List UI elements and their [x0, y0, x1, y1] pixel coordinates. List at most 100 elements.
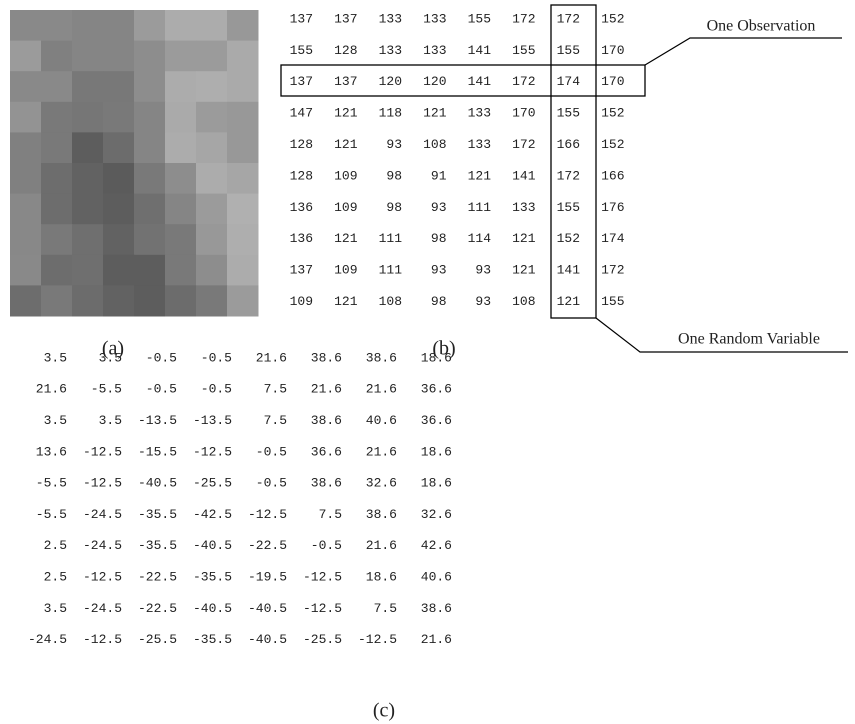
matrix-cell: 155: [557, 200, 580, 215]
matrix-cell: 166: [557, 137, 580, 152]
matrix-cell: -35.5: [193, 570, 232, 585]
pixel: [103, 101, 135, 133]
pixel: [10, 10, 42, 42]
pixel: [196, 132, 228, 164]
matrix-cell: -35.5: [193, 632, 232, 647]
matrix-cell: -0.5: [201, 350, 232, 365]
pixel: [227, 40, 259, 72]
matrix-cell: -13.5: [138, 413, 177, 428]
matrix-cell: 93: [386, 137, 402, 152]
matrix-cell: 36.6: [311, 444, 342, 459]
matrix-cell: 98: [386, 168, 402, 183]
pixel: [165, 10, 197, 42]
pixel: [103, 254, 135, 286]
matrix-cell: 109: [334, 200, 357, 215]
matrix-cell: 141: [468, 43, 492, 58]
pixel: [134, 224, 166, 256]
matrix-cell: 121: [512, 263, 536, 278]
pixel: [196, 193, 228, 225]
pixel: [134, 285, 166, 317]
matrix-cell: -0.5: [201, 382, 232, 397]
matrix-cell: 172: [512, 74, 535, 89]
pixel: [72, 163, 104, 195]
matrix-cell: -22.5: [138, 601, 177, 616]
panel-label: (c): [373, 700, 395, 722]
pixel: [227, 285, 259, 317]
pixel: [41, 193, 73, 225]
pixel: [134, 132, 166, 164]
matrix-cell: -12.5: [248, 507, 287, 522]
matrix-cell: 38.6: [311, 413, 342, 428]
matrix-cell: 36.6: [421, 382, 452, 397]
pixel: [10, 101, 42, 133]
matrix-cell: -0.5: [146, 382, 177, 397]
pixel: [10, 163, 42, 195]
matrix-cell: 137: [290, 11, 313, 26]
matrix-cell: 93: [475, 263, 491, 278]
pixel: [134, 193, 166, 225]
matrix-cell: 18.6: [421, 444, 452, 459]
matrix-cell: 152: [601, 137, 624, 152]
matrix-cell: 170: [601, 43, 624, 58]
matrix-cell: 133: [423, 43, 446, 58]
matrix-cell: 172: [601, 263, 624, 278]
matrix-cell: 133: [379, 11, 402, 26]
matrix-cell: -25.5: [303, 632, 342, 647]
matrix-cell: 141: [557, 263, 581, 278]
matrix-cell: -35.5: [138, 538, 177, 553]
pixel: [165, 40, 197, 72]
pixel: [41, 163, 73, 195]
matrix-cell: 21.6: [256, 350, 287, 365]
pixel: [134, 10, 166, 42]
matrix-cell: 109: [290, 294, 313, 309]
matrix-cell: 155: [468, 11, 491, 26]
matrix-cell: 121: [512, 231, 536, 246]
matrix-cell: 176: [601, 200, 624, 215]
pixel: [196, 10, 228, 42]
matrix-cell: 155: [512, 43, 535, 58]
matrix-cell: 93: [431, 200, 447, 215]
matrix-cell: 108: [512, 294, 535, 309]
pixel: [134, 163, 166, 195]
matrix-cell: -12.5: [303, 570, 342, 585]
matrix-cell: -5.5: [91, 382, 122, 397]
pixel: [196, 254, 228, 286]
matrix-cell: -24.5: [28, 632, 67, 647]
matrix-cell: 38.6: [311, 350, 342, 365]
matrix-cell: 38.6: [421, 601, 452, 616]
matrix-cell: 36.6: [421, 413, 452, 428]
matrix-cell: 137: [334, 74, 357, 89]
matrix-cell: 109: [334, 263, 357, 278]
matrix-cell: 136: [290, 231, 313, 246]
matrix-cell: 141: [468, 74, 492, 89]
matrix-cell: 152: [601, 106, 624, 121]
pixel: [227, 163, 259, 195]
pixel: [72, 132, 104, 164]
pixel: [72, 71, 104, 103]
matrix-cell: 93: [431, 263, 447, 278]
matrix-cell: 3.5: [44, 350, 67, 365]
pixel: [72, 193, 104, 225]
matrix-cell: -0.5: [256, 444, 287, 459]
matrix-cell: 141: [512, 168, 536, 183]
matrix-cell: 121: [557, 294, 581, 309]
matrix-cell: 155: [557, 106, 580, 121]
pixel: [10, 254, 42, 286]
pixel: [227, 254, 259, 286]
matrix-cell: 21.6: [421, 632, 452, 647]
matrix-cell: 98: [431, 231, 447, 246]
matrix-cell: 7.5: [319, 507, 342, 522]
matrix-cell: -12.5: [193, 444, 232, 459]
pixel: [227, 224, 259, 256]
matrix-cell: 32.6: [366, 476, 397, 491]
matrix-cell: -12.5: [83, 632, 122, 647]
matrix-cell: 172: [512, 11, 535, 26]
matrix-cell: 120: [379, 74, 402, 89]
matrix-cell: 172: [557, 168, 580, 183]
pixel: [227, 193, 259, 225]
matrix-cell: -19.5: [248, 570, 287, 585]
pixel: [196, 163, 228, 195]
matrix-cell: 7.5: [264, 382, 287, 397]
matrix-cell: 21.6: [311, 382, 342, 397]
